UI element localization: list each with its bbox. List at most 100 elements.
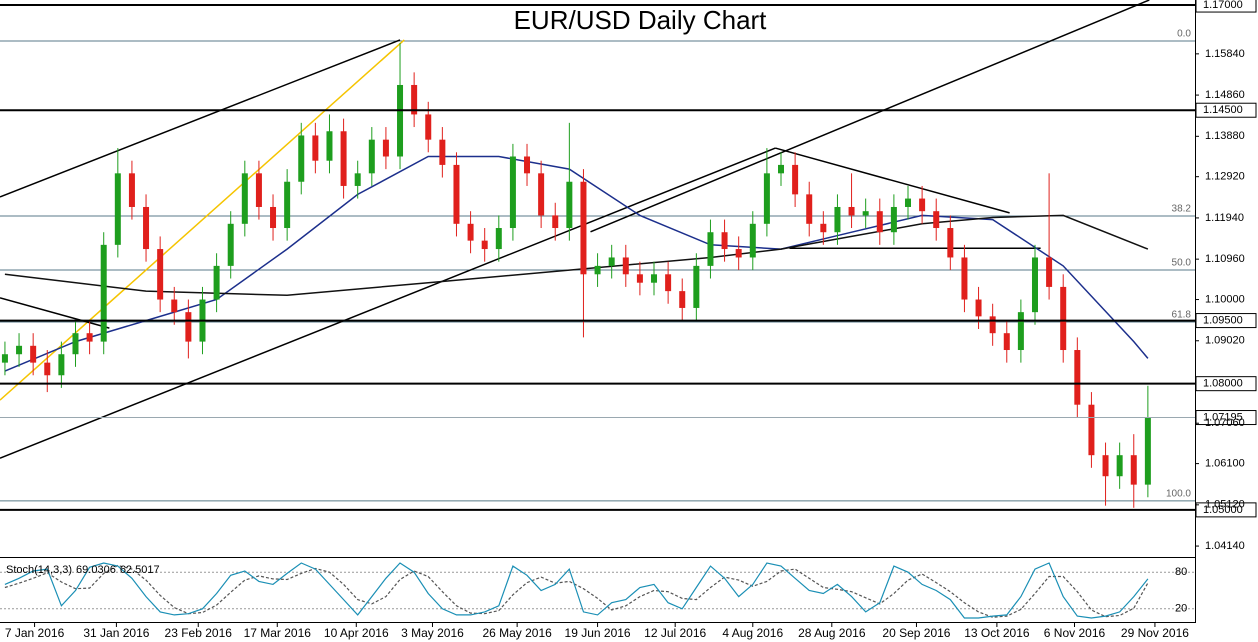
candle-body — [354, 173, 361, 186]
candle-body — [947, 228, 954, 258]
y-tick-label: 1.07060 — [1205, 417, 1245, 429]
candle-body — [636, 274, 643, 283]
moving-average — [4, 214, 1149, 297]
candle-body — [763, 173, 770, 224]
stoch-d-value: 62.5017 — [120, 564, 160, 576]
candle-body — [735, 249, 742, 258]
candle-body — [679, 291, 686, 308]
candle-body — [1144, 417, 1151, 485]
candle-body — [989, 316, 996, 334]
candle-body — [538, 173, 545, 216]
fib-label: 61.8 — [1172, 310, 1192, 321]
candle-body — [1088, 404, 1095, 456]
x-tick-label: 23 Feb 2016 — [165, 626, 233, 640]
current-price-label: 1.07195 — [1203, 411, 1243, 423]
x-tick-label: 26 May 2016 — [482, 626, 552, 640]
candle-body — [566, 181, 573, 229]
y-tick-label: 1.09020 — [1205, 335, 1245, 347]
candle-body — [495, 228, 502, 250]
y-tick-label: 1.11940 — [1205, 212, 1244, 224]
candle-body — [72, 333, 79, 355]
x-tick-label: 17 Mar 2016 — [244, 626, 312, 640]
candle-body — [904, 198, 911, 207]
x-tick-label: 28 Aug 2016 — [798, 626, 866, 640]
candle-body — [439, 139, 446, 165]
candle-body — [622, 257, 629, 275]
candle-body — [820, 223, 827, 233]
candle-body — [524, 156, 531, 174]
candle-body — [114, 173, 121, 245]
stoch-tick-label: 80 — [1175, 566, 1187, 578]
stoch-d-line — [4, 564, 1149, 618]
candle-body — [778, 164, 785, 174]
candle-body — [608, 257, 615, 266]
candle-body — [848, 206, 855, 216]
candle-body — [1130, 455, 1137, 485]
level-layer: 1.17000 1.14500 1.09500 1.08000 1.05000 1.071… — [0, 0, 1257, 518]
y-tick-label: 1.10960 — [1205, 253, 1245, 265]
chart-title: EUR/USD Daily Chart — [514, 5, 768, 35]
x-tick-label: 29 Nov 2016 — [1121, 626, 1189, 640]
x-tick-label: 20 Sep 2016 — [882, 626, 950, 640]
stoch-title: Stoch(14,3,3) — [6, 564, 72, 576]
candle-body — [707, 232, 714, 266]
y-tick-label: 1.12920 — [1205, 171, 1245, 183]
y-tick-label: 1.15840 — [1205, 48, 1245, 60]
candle-body — [693, 265, 700, 308]
stoch-k-line — [4, 562, 1149, 619]
candle-body — [552, 215, 559, 229]
candle-body — [481, 240, 488, 250]
candle-body — [919, 198, 926, 212]
level-label: 1.08000 — [1203, 378, 1243, 390]
x-tick-label: 4 Aug 2016 — [722, 626, 783, 640]
candle-body — [1017, 312, 1024, 351]
y-tick-label: 1.04140 — [1205, 540, 1245, 552]
candle-body — [1060, 286, 1067, 351]
candle-body — [721, 232, 728, 250]
candle-body — [143, 206, 150, 250]
candle-body — [255, 173, 262, 207]
candle-body — [651, 274, 658, 283]
trendline-layer — [0, 0, 1150, 459]
fib-label: 100.0 — [1166, 489, 1191, 500]
candle-body — [961, 257, 968, 300]
candle-body — [975, 299, 982, 317]
candle-body — [467, 223, 474, 241]
y-tick-label: 1.14860 — [1205, 89, 1245, 101]
axis-layer: 1.15840 1.14860 1.13880 1.12920 1.11940 1.109… — [5, 48, 1245, 640]
level-label: 1.14500 — [1203, 104, 1243, 116]
trendline — [0, 39, 405, 401]
candle-body — [397, 84, 404, 157]
y-tick-label: 1.13880 — [1205, 130, 1245, 142]
candle-body — [340, 131, 347, 186]
stochastic-panel: 80 20 Stoch(14,3,3) 69.0306 62.5017 — [0, 562, 1195, 619]
trendline — [0, 297, 110, 329]
candle-body — [16, 345, 23, 355]
candle-body — [1046, 257, 1053, 287]
candle-body — [44, 362, 51, 376]
candle-body — [326, 131, 333, 161]
y-tick-label: 1.06100 — [1205, 458, 1245, 470]
candle-body — [241, 173, 248, 224]
candle-body — [876, 211, 883, 233]
candle-body — [58, 354, 65, 376]
candle-body — [100, 244, 107, 342]
x-tick-label: 19 Jun 2016 — [565, 626, 631, 640]
candle-body — [1116, 455, 1123, 477]
candle-body — [834, 206, 841, 233]
level-label: 1.17000 — [1203, 0, 1243, 11]
candle-body — [862, 211, 869, 216]
candle-body — [312, 135, 319, 161]
candle-body — [1, 354, 8, 363]
candle-body — [171, 299, 178, 313]
trendline — [0, 147, 776, 459]
y-tick-label: 1.05120 — [1205, 499, 1245, 511]
candle-body — [227, 223, 234, 266]
candle-body — [298, 135, 305, 182]
candle-body — [213, 265, 220, 300]
candle-body — [1074, 350, 1081, 405]
level-label: 1.05000 — [1203, 504, 1243, 516]
candle-body — [1003, 333, 1010, 351]
candle-body — [665, 274, 672, 292]
